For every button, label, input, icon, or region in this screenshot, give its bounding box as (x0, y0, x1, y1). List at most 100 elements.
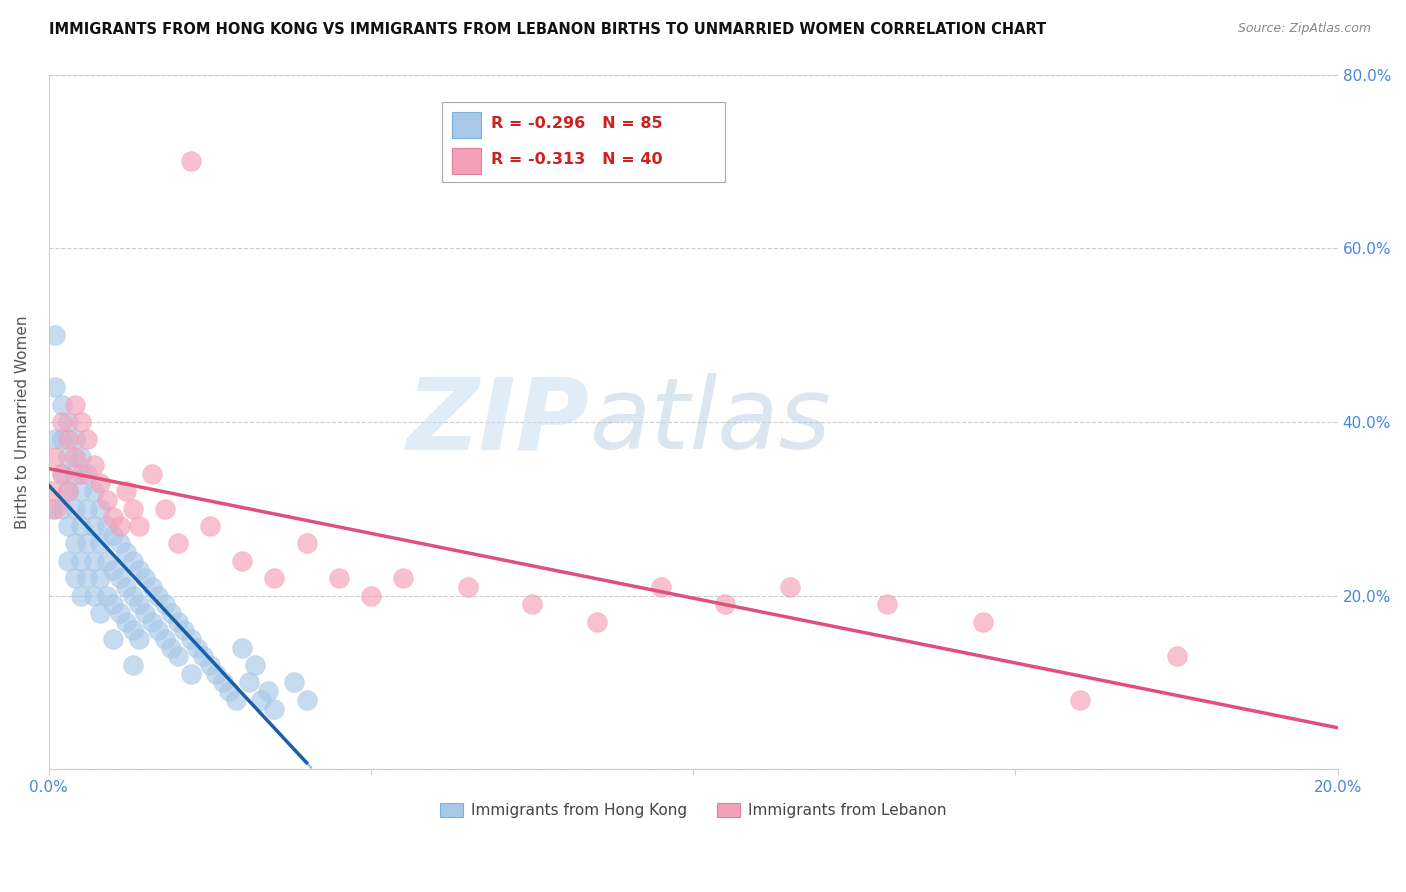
Point (103, 632, 125, 646)
Point (44, 380, 66, 394)
Point (166, 649, 188, 664)
Point (89, 501, 111, 516)
Point (128, 597, 150, 611)
Point (115, 484, 138, 499)
Bar (453, 148, 481, 174)
Point (121, 501, 143, 516)
Point (153, 597, 176, 611)
Point (231, 640, 253, 655)
Point (714, 597, 737, 611)
Point (211, 675, 233, 690)
Point (76, 501, 98, 516)
Point (121, 658, 143, 673)
Point (457, 580, 479, 594)
Point (238, 675, 260, 690)
Point (121, 624, 143, 638)
Text: Source: ZipAtlas.com: Source: ZipAtlas.com (1237, 22, 1371, 36)
Point (103, 597, 125, 611)
Bar (453, 112, 481, 138)
Point (218, 684, 240, 698)
Point (83, 589, 105, 603)
Y-axis label: Births to Unmarried Women: Births to Unmarried Women (15, 315, 30, 529)
Point (103, 510, 125, 524)
Point (180, 632, 202, 646)
Point (225, 693, 247, 707)
Point (83, 519, 105, 533)
Point (76, 536, 98, 550)
Point (283, 675, 305, 690)
Point (51, 398, 73, 412)
Point (141, 615, 163, 629)
Point (56, 450, 79, 464)
Point (41, 501, 63, 516)
Point (243, 658, 266, 673)
Point (63, 467, 86, 481)
Point (134, 571, 156, 585)
Point (108, 606, 131, 620)
Point (51, 432, 73, 446)
Point (89, 571, 111, 585)
Point (153, 501, 176, 516)
Point (876, 597, 898, 611)
Point (180, 666, 202, 681)
Point (121, 589, 143, 603)
Point (44, 432, 66, 446)
Point (83, 484, 105, 499)
Point (63, 571, 86, 585)
Point (585, 615, 607, 629)
Point (231, 554, 253, 568)
Point (56, 519, 79, 533)
Point (70, 519, 93, 533)
Point (51, 501, 73, 516)
Point (193, 649, 215, 664)
Point (70, 589, 93, 603)
Point (198, 519, 221, 533)
Point (44, 501, 66, 516)
Point (650, 580, 672, 594)
Point (83, 458, 105, 473)
Text: IMMIGRANTS FROM HONG KONG VS IMMIGRANTS FROM LEBANON BIRTHS TO UNMARRIED WOMEN C: IMMIGRANTS FROM HONG KONG VS IMMIGRANTS … (49, 22, 1046, 37)
Point (63, 536, 86, 550)
Point (51, 467, 73, 481)
Point (295, 693, 318, 707)
Point (96, 554, 118, 568)
Point (263, 701, 285, 715)
Point (96, 519, 118, 533)
Point (63, 398, 86, 412)
Point (56, 415, 79, 429)
Point (205, 666, 228, 681)
Point (63, 432, 86, 446)
Point (1069, 693, 1091, 707)
Point (70, 450, 93, 464)
Point (121, 554, 143, 568)
Point (96, 589, 118, 603)
Legend: Immigrants from Hong Kong, Immigrants from Lebanon: Immigrants from Hong Kong, Immigrants fr… (434, 797, 952, 824)
Point (63, 450, 86, 464)
Point (972, 615, 994, 629)
Point (141, 580, 163, 594)
Point (76, 432, 98, 446)
Point (166, 536, 188, 550)
Point (56, 484, 79, 499)
Text: ZIP: ZIP (408, 374, 591, 470)
Text: R = -0.296   N = 85: R = -0.296 N = 85 (491, 116, 662, 130)
Point (1166, 649, 1188, 664)
Point (198, 658, 221, 673)
Point (180, 154, 202, 169)
Point (103, 528, 125, 542)
Point (76, 571, 98, 585)
Text: R = -0.313   N = 40: R = -0.313 N = 40 (491, 153, 662, 168)
Point (186, 640, 208, 655)
Point (56, 554, 79, 568)
Point (56, 432, 79, 446)
Point (41, 484, 63, 499)
Point (44, 450, 66, 464)
Point (115, 545, 138, 559)
Point (70, 484, 93, 499)
Point (96, 493, 118, 508)
Point (263, 571, 285, 585)
Point (160, 640, 183, 655)
Point (392, 571, 415, 585)
Point (148, 589, 170, 603)
Point (89, 606, 111, 620)
